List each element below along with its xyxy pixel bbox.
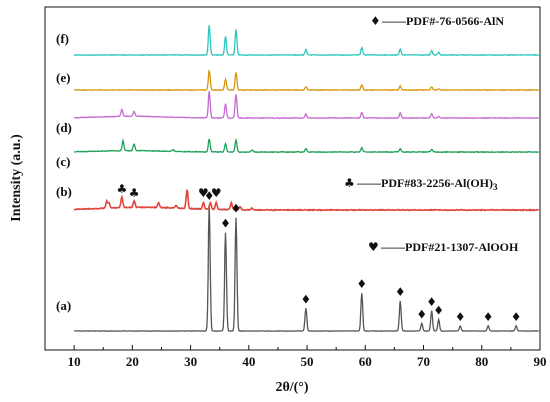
- y-axis-title: Intensity (a.u.): [9, 134, 24, 222]
- alooh-legend-text: ——PDF#21-1307-AlOOH: [380, 240, 519, 254]
- x-tick-label: 70: [417, 354, 430, 369]
- x-tick-label: 40: [242, 354, 255, 369]
- peak-marker-diamond: ♦: [483, 310, 494, 324]
- peak-marker-diamond: ♦: [433, 304, 444, 318]
- peak-marker-diamond: ♦: [356, 277, 367, 291]
- peak-marker-diamond: ♦: [416, 307, 427, 321]
- aloh3-legend-subscript: 3: [493, 182, 498, 192]
- traces-group: [73, 25, 540, 332]
- x-tick-label: 90: [534, 354, 547, 369]
- trace-label-a: (a): [56, 298, 71, 313]
- aloh3-legend-main: ——PDF#83-2256-Al(OH): [356, 176, 493, 190]
- peak-marker-diamond: ♦: [395, 285, 406, 299]
- x-tick-label: 50: [301, 354, 314, 369]
- series-line-d: [73, 91, 540, 120]
- peak-marker-diamond: ♦: [220, 217, 231, 231]
- x-tick-label: 20: [126, 354, 139, 369]
- peak-markers-group: ♦♦♦♦♦♦♦♦♦ ♦ ♦ ♦♣ ♣ ♥ ♥: [116, 182, 521, 324]
- series-line-b: [73, 189, 540, 212]
- peak-marker-diamond: ♦: [511, 310, 522, 324]
- aloh3-legend-symbol: ♣: [344, 176, 355, 190]
- alooh-legend-symbol: ♥: [368, 240, 379, 254]
- peak-marker-club: ♣: [116, 182, 127, 196]
- x-tick-label: 80: [475, 354, 488, 369]
- aln-legend-symbol: ♦: [370, 14, 381, 28]
- peak-marker-diamond: ♦: [301, 292, 312, 306]
- trace-label-b: (b): [56, 184, 72, 199]
- trace-label-c: (c): [56, 154, 70, 169]
- trace-label-f: (f): [56, 31, 69, 46]
- x-axis-title: 2θ/(°): [275, 380, 308, 395]
- peak-marker-diamond: ♦: [455, 310, 466, 324]
- peak-marker-diamond: ♦: [231, 202, 242, 216]
- peak-marker-heart: ♥: [211, 186, 222, 200]
- x-tick-label: 60: [359, 354, 372, 369]
- series-line-c: [73, 137, 540, 154]
- peak-marker-diamond: ♦: [204, 189, 215, 203]
- x-tick-label: 30: [184, 354, 197, 369]
- aln-legend-text: ——PDF#-76-0566-AlN: [381, 14, 504, 28]
- plot-frame: [44, 6, 541, 351]
- series-line-f: [73, 25, 540, 57]
- series-line-a: [73, 204, 539, 332]
- aloh3-legend-text: ——PDF#83-2256-Al(OH)3: [356, 176, 498, 192]
- peak-marker-heart: ♥: [198, 186, 209, 200]
- peak-marker-diamond: ♦: [426, 295, 437, 309]
- trace-label-e: (e): [56, 70, 70, 85]
- x-axis-ticks: 10 20 30 40 50 60 70 80 90: [68, 345, 547, 369]
- trace-label-d: (d): [56, 120, 72, 135]
- series-line-e: [74, 70, 540, 92]
- peak-marker-club: ♣: [129, 186, 140, 200]
- x-tick-label: 10: [68, 354, 81, 369]
